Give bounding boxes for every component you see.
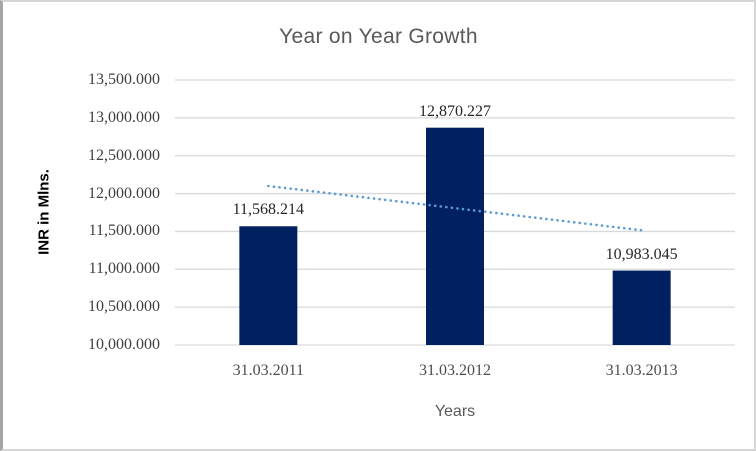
data-label: 10,983.045	[605, 245, 678, 263]
chart-title: Year on Year Growth	[279, 25, 478, 48]
data-label: 11,568.214	[232, 201, 305, 219]
trendline	[267, 184, 643, 232]
x-axis-tick-label: 31.03.2011	[232, 362, 305, 379]
bar-31.03.2011	[239, 226, 298, 345]
y-axis-tick-label: 10,000.000	[88, 336, 160, 353]
x-axis-tick-label: 31.03.2013	[605, 362, 678, 379]
y-axis-tick-label: 12,000.000	[88, 184, 160, 202]
x-axis-tick-label: 31.03.2012	[419, 362, 491, 379]
plot-area	[175, 79, 735, 346]
y-axis-tick-label: 13,000.000	[88, 108, 160, 126]
bar-31.03.2012	[426, 127, 484, 345]
y-axis-tick-label: 11,000.000	[88, 260, 160, 278]
data-label: 12,870.227	[419, 102, 491, 120]
y-axis-tick-label: 10,500.000	[88, 298, 160, 316]
y-axis-tick-label: 11,500.000	[88, 222, 160, 240]
bar-31.03.2013	[612, 270, 671, 345]
y-axis-tick-label: 13,500.000	[88, 71, 160, 88]
y-axis-tick-label: 12,500.000	[88, 146, 160, 164]
x-axis-title: Years	[434, 403, 476, 420]
